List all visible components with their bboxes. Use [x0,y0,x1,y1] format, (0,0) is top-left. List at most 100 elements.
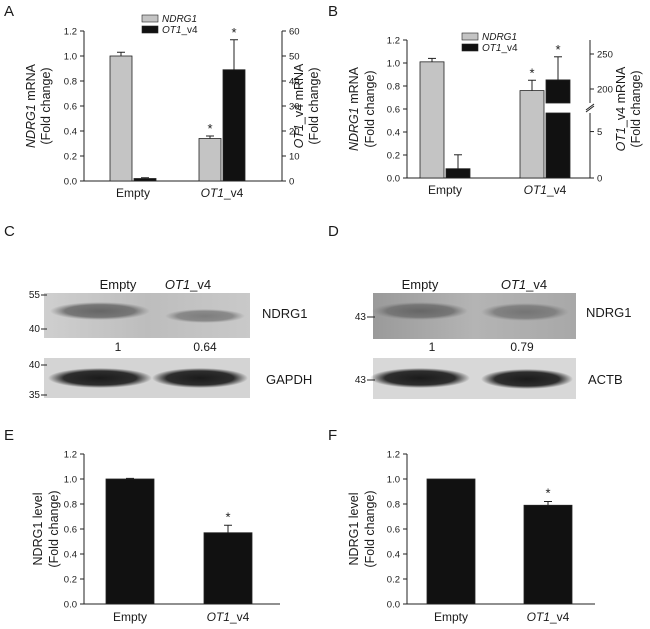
band-label-gapdh: GAPDH [266,372,312,387]
bar-ndrg1 [419,61,445,179]
y-axis-left-tick-label: 1.2 [387,36,400,47]
lane-label-ot1-suffix: _v4 [189,277,211,292]
category-label-part: OT1 [527,610,550,624]
legend-label-part: NDRG1 [482,32,517,43]
band-empty [48,368,152,388]
bar-ndrg1 [198,138,222,182]
chart-e: 0.0 0.2 0.4 0.6 0.8 1.0 1.2 * Empty OT1_v4 NDRG1 l… [31,450,280,624]
category-label-part: OT1 [207,610,230,624]
legend-swatch [461,43,479,52]
ratio-ot1: 0.79 [510,340,534,354]
significance-star: * [231,25,236,40]
significance-star: * [545,486,550,501]
chart-f: 0.0 0.2 0.4 0.6 0.8 1.0 1.2 * Empty OT1_v4 NDRG1 l… [347,450,595,624]
y-axis-right-tick-label: 20 [289,127,300,138]
legend-label-part: NDRG1 [162,14,197,25]
legend-label: NDRG1 [482,32,517,43]
band-empty [372,302,468,320]
category-label-part: _v4 [223,186,244,200]
bar [203,532,253,605]
legend-label: OT1_v4 [162,25,198,36]
band-empty [50,302,150,320]
y-label-right: OT1_v4 mRNA [614,66,628,151]
axis-break-mark [585,103,595,111]
legend-label: OT1_v4 [482,43,518,54]
legend-label-part: _v4 [500,43,518,54]
marker-43: 43 [355,375,367,386]
band-ot1 [481,369,573,389]
lane-label-empty: Empty [100,277,137,292]
category-label: OT1_v4 [207,610,250,624]
y-axis-right-tick-label: 5 [597,127,602,138]
bar [523,504,573,605]
significance-star: * [529,65,534,80]
chart-a: 0.0 0.2 0.4 0.6 0.8 1.0 1.2 0 10 20 30 40 50 60 * * Empt… [24,14,321,200]
band-label-ndrg1: NDRG1 [586,305,632,320]
y-label-left-part: NDRG1 [24,104,38,148]
y-label-left: NDRG1 mRNA [24,63,38,148]
y-label-right: (Fold change) [307,67,321,144]
lane-label-ot1-italic: OT1 [501,277,526,292]
y-label-right-part: OT1 [614,127,628,151]
category-label: Empty [434,610,468,624]
category-label: OT1_v4 [524,183,567,197]
marker-40: 40 [29,360,41,371]
bar-ot1 [133,178,157,182]
band-ot1 [152,368,248,388]
y-axis-right-tick-label: 50 [289,52,300,63]
marker-35: 35 [29,390,41,401]
y-label-right-part: OT1 [292,124,306,148]
legend-label-part: _v4 [180,25,198,36]
y-axis-right-tick-label: 200 [597,85,613,96]
lane-label-ot1: OT1_v4 [165,277,211,292]
y-axis-right-tick-label: 0 [289,177,294,188]
category-label-part: OT1 [201,186,224,200]
y-label: (Fold change) [363,490,377,567]
band-label-actb: ACTB [588,372,623,387]
bar [105,478,155,605]
y-axis-left-tick-label: 0.2 [64,152,77,163]
lane-label-ot1-suffix: _v4 [525,277,547,292]
y-axis-left-tick-label: 1.0 [387,59,400,70]
category-label-part: _v4 [229,610,250,624]
y-axis-left-tick-label: 1.0 [64,52,77,63]
category-label-part: _v4 [546,183,567,197]
y-axis-tick-label: 0.2 [387,575,400,586]
y-label-left: NDRG1 mRNA [347,66,361,151]
y-axis-tick-label: 0.4 [64,550,77,561]
significance-star: * [555,42,560,57]
panel-letter-d: D [328,223,339,240]
legend-label-part: OT1 [482,43,501,54]
panel-letter-f: F [328,427,337,444]
axis-break-mark [585,105,595,113]
marker-43: 43 [355,312,367,323]
y-axis-right-tick-label: 250 [597,50,613,61]
y-axis-tick-label: 0.6 [387,525,400,536]
ratio-empty: 1 [115,340,122,354]
y-label-left-part: mRNA [347,66,361,107]
lane-label-ot1-italic: OT1 [165,277,190,292]
panel-letter-c: C [4,223,15,240]
y-axis-left-tick-label: 0.8 [387,82,400,93]
ratio-empty: 1 [429,340,436,354]
y-label: NDRG1 level [347,493,361,566]
panel-letter-a: A [4,3,14,20]
lane-label-empty: Empty [402,277,439,292]
legend-label-part: OT1 [162,25,181,36]
y-axis-left-tick-label: 0.8 [64,77,77,88]
bar-ndrg1 [109,55,133,182]
category-label: Empty [116,186,150,200]
category-label-part: _v4 [549,610,570,624]
blot-c: Empty OT1_v4 55 40 NDRG1 1 0.64 40 35 GA… [29,277,312,401]
y-axis-tick-label: 0.6 [64,525,77,536]
legend-swatch [461,32,479,41]
y-label-right-part: _v4 mRNA [292,63,306,125]
panel-letter-e: E [4,427,14,444]
y-axis-left-tick-label: 0.2 [387,151,400,162]
category-label: OT1_v4 [527,610,570,624]
marker-55: 55 [29,290,41,301]
